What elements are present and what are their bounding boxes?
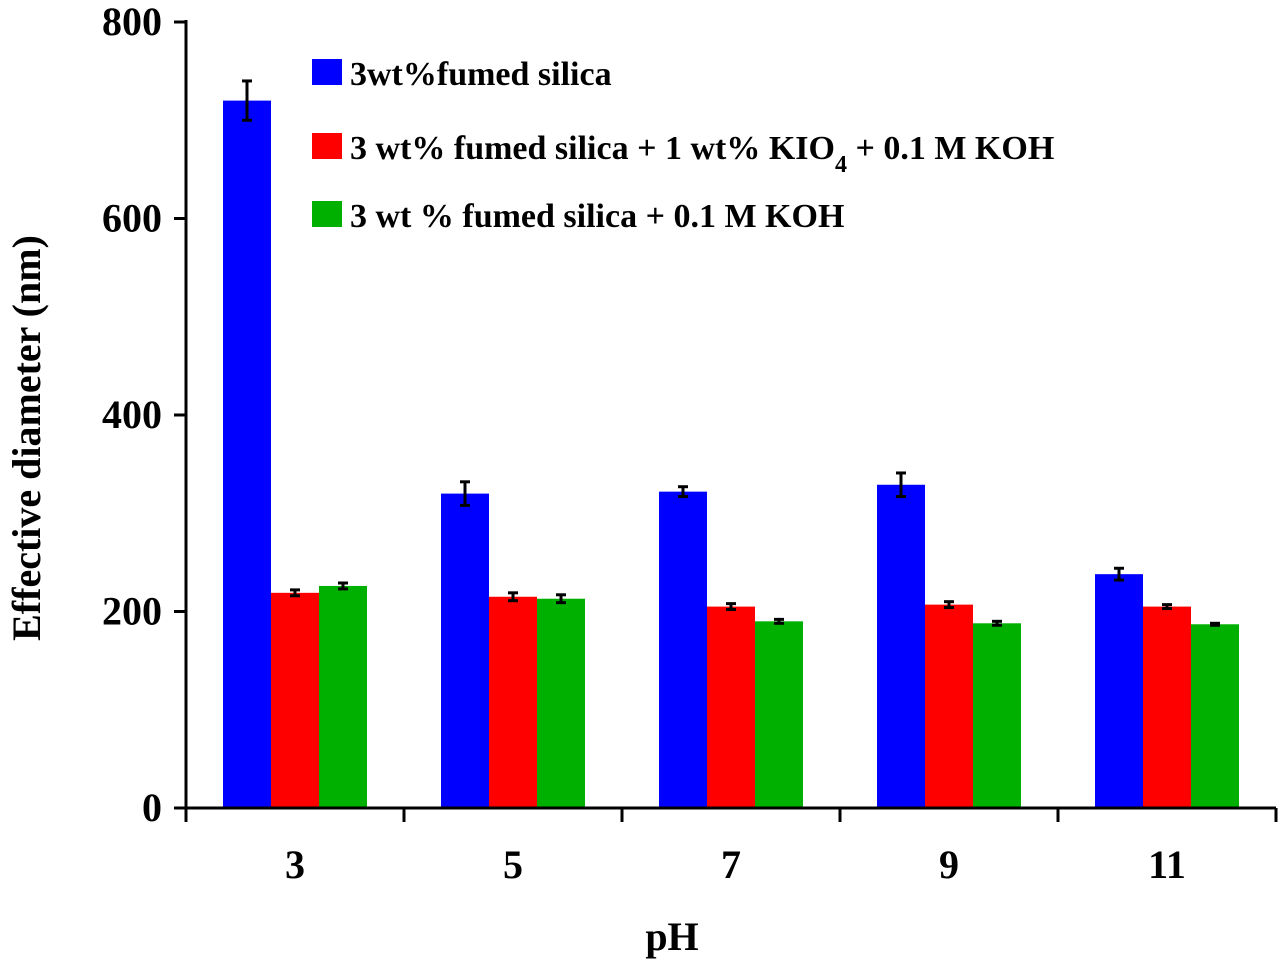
legend-label-series3: 3 wt % fumed silica + 0.1 M KOH (350, 198, 844, 235)
bar-series1-ph-9 (877, 484, 925, 808)
error-bar-series1-ph-7 (678, 485, 688, 499)
bar-series1-ph-3 (223, 100, 271, 809)
y-tick-label-0: 0 (142, 785, 162, 830)
legend-swatch-series1 (312, 59, 342, 85)
x-tick-label-3: 3 (285, 842, 305, 887)
error-bar-series1-ph-5 (460, 480, 470, 507)
x-tick-label-11: 11 (1148, 842, 1186, 887)
legend-swatch-series2 (312, 133, 342, 159)
bar-series2-ph-5 (489, 596, 537, 808)
bar-series2-ph-3 (271, 592, 319, 808)
bar-series1-ph-11 (1095, 574, 1143, 808)
error-bar-series3-ph-9 (992, 619, 1002, 627)
y-tick-label-600: 600 (102, 196, 162, 241)
x-tick-label-7: 7 (721, 842, 741, 887)
error-bar-series2-ph-7 (726, 602, 736, 612)
ticks-layer: 0 200 400 600 800 3 5 7 9 11 (102, 0, 1278, 887)
y-tick-label-800: 800 (102, 0, 162, 44)
x-axis-title: pH (645, 914, 698, 959)
error-bar-series3-ph-5 (556, 593, 566, 605)
bar-series2-ph-9 (925, 604, 973, 808)
y-tick-label-400: 400 (102, 392, 162, 437)
bar-series3-ph-5 (537, 598, 585, 808)
bar-series1-ph-5 (441, 493, 489, 808)
bar-series3-ph-3 (319, 585, 367, 808)
error-bar-series2-ph-5 (508, 591, 518, 603)
error-bar-series1-ph-11 (1114, 566, 1124, 582)
error-bar-series1-ph-3 (242, 79, 252, 122)
bar-series1-ph-7 (659, 491, 707, 808)
error-bar-series3-ph-3 (338, 581, 348, 591)
bars-layer (223, 79, 1239, 809)
legend: 3wt%fumed silica 3 wt% fumed silica + 1 w… (312, 56, 1054, 235)
bar-series2-ph-11 (1143, 606, 1191, 808)
legend-swatch-series3 (312, 201, 342, 227)
error-bar-series3-ph-11 (1210, 621, 1220, 627)
error-bar-series2-ph-11 (1162, 603, 1172, 611)
bar-series3-ph-9 (973, 623, 1021, 808)
error-bar-series3-ph-7 (774, 617, 784, 625)
bar-series3-ph-7 (755, 621, 803, 808)
error-bar-series2-ph-9 (944, 600, 954, 610)
legend-label-series1: 3wt%fumed silica (350, 56, 612, 93)
x-tick-label-5: 5 (503, 842, 523, 887)
bar-series3-ph-11 (1191, 624, 1239, 808)
error-bar-series2-ph-3 (290, 588, 300, 598)
y-axis-title: Effective diameter (nm) (4, 235, 49, 641)
y-tick-label-200: 200 (102, 589, 162, 634)
error-bar-series1-ph-9 (896, 471, 906, 499)
x-tick-label-9: 9 (939, 842, 959, 887)
legend-label-series2: 3 wt% fumed silica + 1 wt% KIO4 + 0.1 M … (350, 130, 1054, 178)
bar-series2-ph-7 (707, 606, 755, 808)
